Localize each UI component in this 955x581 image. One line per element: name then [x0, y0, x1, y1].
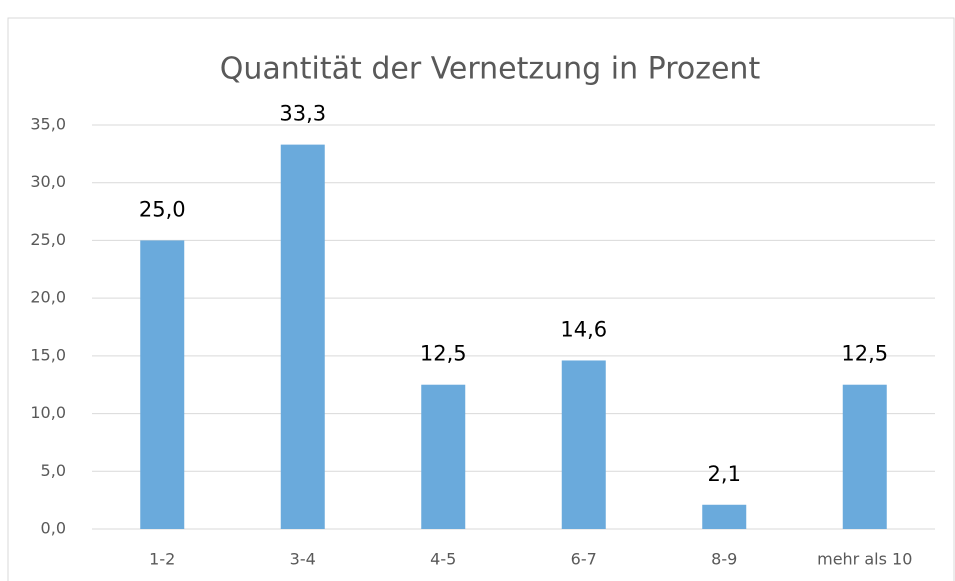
value-label: 2,1: [708, 462, 741, 486]
bar: [561, 360, 606, 529]
x-tick-label: mehr als 10: [817, 550, 912, 569]
y-tick-label: 15,0: [30, 345, 66, 364]
value-label: 25,0: [139, 197, 186, 221]
x-tick-label: 3-4: [290, 550, 316, 569]
x-tick-label: 1-2: [149, 550, 175, 569]
y-tick-label: 5,0: [41, 461, 66, 480]
value-label: 12,5: [420, 342, 467, 366]
bar: [842, 384, 887, 529]
chart-title: Quantität der Vernetzung in Prozent: [220, 52, 761, 87]
value-label: 14,6: [560, 317, 607, 341]
bar: [702, 504, 747, 529]
y-tick-label: 30,0: [30, 172, 66, 191]
x-tick-label: 8-9: [711, 550, 737, 569]
y-tick-label: 10,0: [30, 403, 66, 422]
bar: [421, 384, 466, 529]
bar: [140, 240, 185, 529]
y-tick-label: 35,0: [30, 115, 66, 134]
bar: [280, 144, 325, 529]
x-tick-label: 4-5: [430, 550, 456, 569]
x-tick-label: 6-7: [571, 550, 597, 569]
value-label: 33,3: [279, 102, 326, 126]
chart-frame: [7, 17, 955, 581]
y-tick-label: 0,0: [41, 519, 66, 538]
value-label: 12,5: [841, 342, 888, 366]
y-tick-label: 25,0: [30, 230, 66, 249]
y-tick-label: 20,0: [30, 288, 66, 307]
